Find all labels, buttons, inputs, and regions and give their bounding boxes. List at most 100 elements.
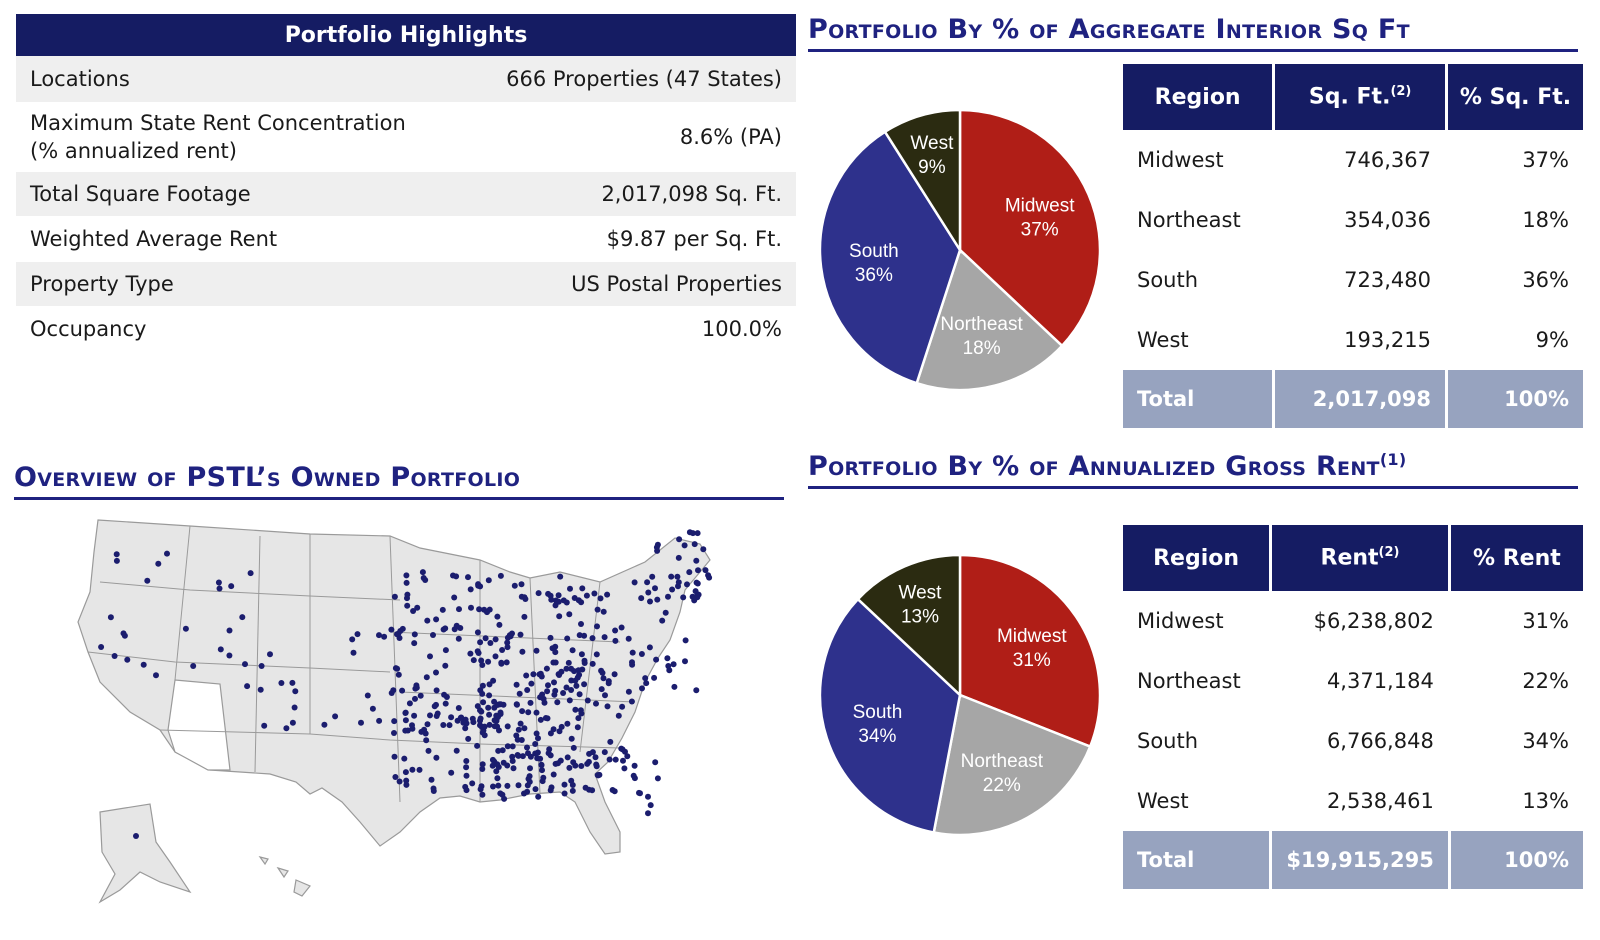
pie-label-region: Midwest [997,626,1067,647]
property-dot [477,715,484,722]
total-sqft: 2,017,098 [1275,370,1446,428]
property-dot [527,753,534,760]
property-dot [692,588,699,595]
property-dot [615,712,622,719]
property-dot [490,783,496,790]
property-dot [381,633,388,640]
property-dot [646,644,653,651]
pie-slice-west [883,108,962,255]
property-dot [684,581,690,588]
property-dot [463,764,470,771]
property-dot [534,749,541,756]
property-dot [478,657,485,664]
property-dot [566,697,573,704]
property-dot [394,665,401,672]
property-dot [478,783,485,790]
property-dot [618,624,625,631]
property-dot [674,573,681,580]
property-dot [594,623,600,630]
property-dot [535,590,542,597]
property-dot [499,747,506,754]
property-dot [412,695,418,702]
property-dot [419,569,426,576]
property-dot [521,613,528,620]
property-dot [358,719,364,726]
pie-slice-midwest [958,108,1102,348]
property-dot [620,757,626,764]
property-dot [525,775,532,782]
property-dot [575,667,582,674]
property-dot [460,719,467,726]
property-dot [411,631,418,638]
property-dot [578,763,585,769]
property-dot [111,653,118,659]
property-dot [637,790,643,797]
property-dot [467,586,474,593]
property-dot [441,691,448,698]
property-dot [665,593,671,600]
property-dot [155,560,162,567]
property-dot [482,635,489,642]
property-dot [509,758,516,764]
pct-cell: 34% [1522,729,1569,753]
property-dot [539,691,546,698]
property-dot [98,644,105,650]
property-dot [480,699,487,706]
row-value: US Postal Properties [571,272,782,296]
pie-label-pct: 18% [963,338,1001,359]
rent-cell: $6,238,802 [1313,609,1434,633]
region-cell: Midwest [1137,148,1224,172]
property-dot [292,688,299,695]
total-rent: $19,915,295 [1272,831,1448,889]
pie-label-region: Northeast [940,314,1023,335]
property-dot [496,621,503,628]
highlights-row: Occupancy 100.0% [16,306,796,352]
property-dot [226,627,233,634]
property-dot [543,665,550,672]
property-dot [504,639,511,646]
property-dot [510,765,517,772]
pct-cell: 36% [1522,268,1569,292]
property-dot [643,680,650,687]
property-dot [364,692,371,699]
property-dot [424,721,431,728]
property-dot [416,766,423,773]
property-dot [598,686,605,693]
property-dot [574,674,581,681]
property-dot [537,755,544,762]
property-dot [571,595,578,601]
property-dot [257,686,264,693]
property-dot [455,705,462,711]
property-dot [485,577,492,584]
pie-label-pct: 36% [855,265,893,286]
property-dot [113,551,120,558]
property-dot [403,572,410,579]
property-dot [682,658,688,665]
property-dot [589,635,596,642]
property-dot [433,754,440,761]
property-dot [568,665,575,672]
property-dot [563,665,570,672]
property-dot [604,591,611,598]
property-dot [406,700,413,707]
col-header-rent-label: Rent [1320,545,1379,571]
property-dot [485,658,492,665]
property-dot [631,775,638,782]
property-dot [535,735,541,742]
property-dot [479,791,486,798]
property-dot [542,715,549,721]
property-dot [700,546,707,553]
property-dot [479,682,486,689]
property-dot [551,679,557,686]
property-dot [228,583,235,590]
pie-label-pct: 31% [1013,650,1051,671]
property-dot [403,781,410,788]
property-dot [474,648,481,655]
property-dot [446,722,453,729]
property-dot [479,690,486,697]
property-dot [589,749,596,756]
property-dot [638,595,645,602]
property-dot [654,547,661,554]
property-dot [625,688,632,695]
property-dot [547,634,554,641]
